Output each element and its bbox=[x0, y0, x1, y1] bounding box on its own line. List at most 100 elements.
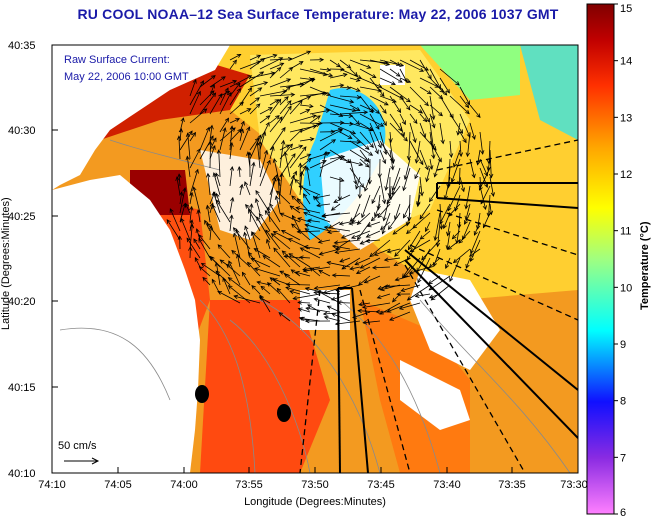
current-vector-head bbox=[188, 130, 193, 136]
current-vector-head bbox=[244, 225, 249, 231]
current-vector bbox=[406, 221, 421, 234]
current-vector-head bbox=[241, 271, 247, 277]
current-vector-head bbox=[268, 107, 273, 112]
current-vector-head bbox=[206, 172, 211, 178]
current-vector-head bbox=[209, 90, 215, 95]
current-vector-head bbox=[274, 99, 280, 104]
current-vector bbox=[429, 95, 435, 120]
current-vector bbox=[186, 156, 191, 178]
current-vector bbox=[339, 59, 351, 69]
current-vector bbox=[369, 77, 385, 97]
current-vector-head bbox=[292, 295, 298, 301]
current-vector bbox=[439, 95, 454, 119]
current-vector-head bbox=[196, 90, 201, 96]
current-vector bbox=[399, 59, 424, 72]
current-vector bbox=[350, 266, 361, 270]
current-vector bbox=[409, 86, 429, 106]
current-vector-head bbox=[340, 67, 345, 72]
current-vector bbox=[389, 68, 401, 77]
current-vector-head bbox=[365, 238, 370, 244]
current-vector bbox=[357, 221, 371, 240]
current-vector-head bbox=[397, 78, 403, 83]
x-tick-label: 73:45 bbox=[367, 479, 395, 491]
current-vector-head bbox=[204, 219, 209, 225]
current-vector bbox=[339, 158, 363, 166]
current-vector-head bbox=[414, 174, 419, 180]
current-vector bbox=[399, 122, 405, 137]
current-vector bbox=[341, 257, 361, 270]
current-vector-head bbox=[330, 206, 336, 211]
current-vector-head bbox=[270, 71, 276, 76]
current-vector-head bbox=[312, 195, 318, 201]
current-vector bbox=[416, 248, 431, 272]
current-vector bbox=[298, 308, 311, 313]
current-vector bbox=[329, 59, 341, 68]
current-vector-head bbox=[310, 78, 316, 83]
colorbar-tick-label: 11 bbox=[620, 226, 631, 238]
current-vector bbox=[303, 193, 311, 205]
current-vector-head bbox=[454, 206, 459, 212]
current-vector bbox=[339, 140, 361, 143]
current-vector-head bbox=[396, 291, 401, 297]
current-vector-head bbox=[247, 75, 253, 80]
current-vector-head bbox=[245, 204, 250, 209]
current-vector bbox=[464, 212, 471, 225]
current-vector bbox=[209, 93, 223, 115]
current-vector-head bbox=[236, 253, 241, 259]
current-vector-head bbox=[375, 124, 380, 130]
current-vector bbox=[249, 203, 252, 223]
current-vector bbox=[238, 166, 241, 178]
current-vector bbox=[352, 311, 371, 318]
current-vector-head bbox=[356, 235, 362, 241]
current-vector bbox=[429, 140, 442, 162]
current-vector-head bbox=[395, 72, 401, 77]
current-vector-head bbox=[396, 108, 402, 114]
current-vector-head bbox=[212, 172, 217, 177]
current-vector-head bbox=[247, 151, 252, 157]
current-vector-head bbox=[473, 230, 478, 236]
current-vector bbox=[349, 68, 358, 77]
current-vector-head bbox=[227, 277, 233, 282]
current-vector bbox=[284, 273, 301, 286]
current-vector bbox=[341, 230, 361, 239]
current-vector-head bbox=[177, 173, 182, 178]
current-vector-head bbox=[465, 263, 470, 269]
current-vector bbox=[215, 262, 221, 286]
current-vector-head bbox=[306, 157, 312, 163]
current-vector-head bbox=[355, 106, 361, 111]
current-vector bbox=[233, 295, 261, 304]
current-vector-head bbox=[186, 237, 191, 243]
current-vector bbox=[453, 248, 471, 263]
current-vector bbox=[229, 101, 244, 115]
current-vector-head bbox=[182, 187, 187, 192]
current-vector bbox=[459, 86, 470, 105]
current-vector bbox=[278, 312, 291, 322]
current-vector-head bbox=[380, 92, 385, 97]
current-vector bbox=[299, 256, 311, 259]
current-vector bbox=[407, 284, 431, 301]
current-vector bbox=[379, 77, 396, 85]
current-vector bbox=[256, 142, 261, 169]
current-vector-head bbox=[386, 199, 391, 205]
current-vector-head bbox=[175, 176, 180, 182]
current-vector-head bbox=[331, 273, 337, 278]
colorbar-tick-label: 6 bbox=[620, 507, 626, 519]
current-vector bbox=[259, 160, 271, 187]
current-vector-head bbox=[465, 152, 470, 158]
current-vector-head bbox=[288, 66, 294, 72]
current-vector bbox=[377, 293, 391, 299]
current-vector-head bbox=[302, 165, 307, 170]
current-vector-head bbox=[357, 194, 362, 199]
current-vector bbox=[281, 230, 301, 241]
current-vector bbox=[277, 177, 281, 205]
y-axis: 40:35 40:30 40:25 40:20 40:15 40:10 Lati… bbox=[0, 40, 58, 480]
current-vector bbox=[285, 287, 311, 295]
current-vector-head bbox=[354, 261, 360, 266]
current-vector-head bbox=[294, 178, 299, 184]
current-vector bbox=[458, 230, 471, 244]
colorbar-tick-label: 10 bbox=[620, 282, 632, 294]
current-vector bbox=[189, 220, 193, 232]
current-vector-head bbox=[355, 120, 360, 126]
current-vector-head bbox=[266, 206, 271, 212]
current-vector-head bbox=[390, 165, 395, 171]
